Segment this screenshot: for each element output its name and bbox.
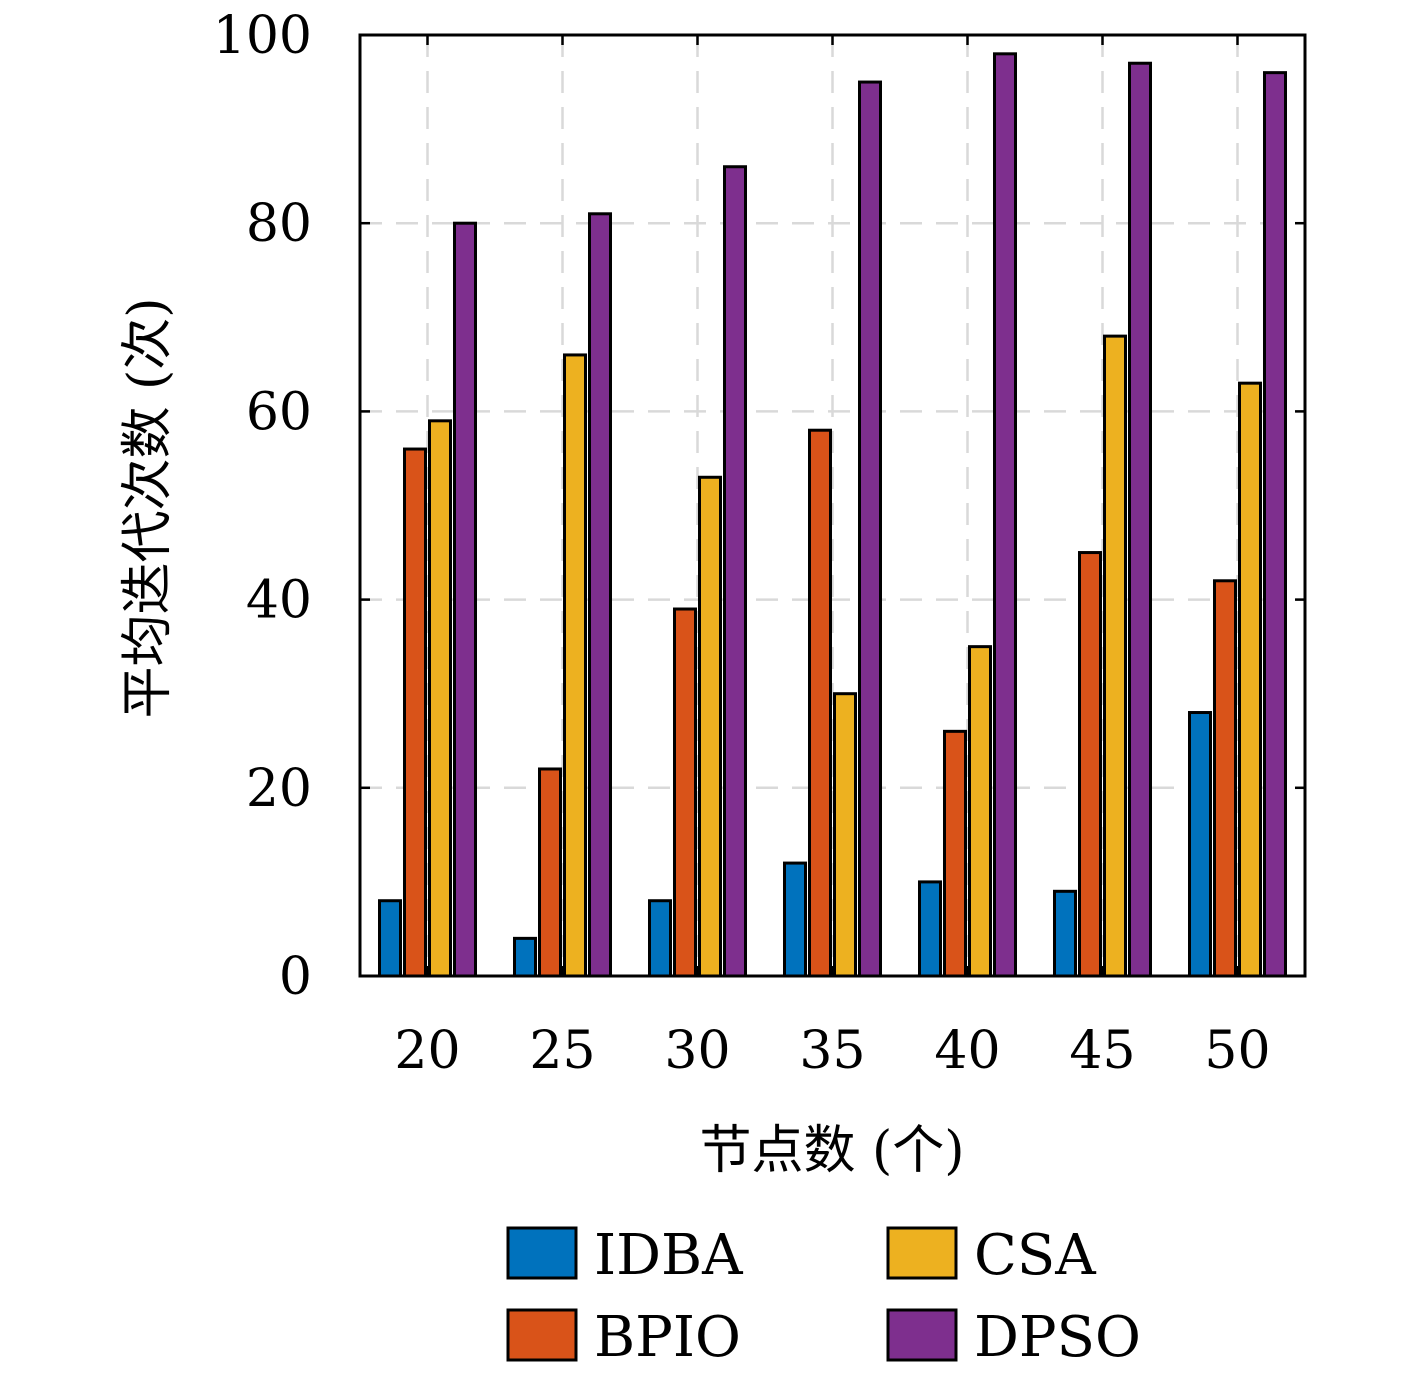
legend-swatch-dpso (886, 1308, 958, 1362)
bar-idba-50 (1188, 711, 1212, 978)
x-tick-label: 35 (799, 1021, 865, 1081)
y-tick-label: 100 (213, 6, 312, 66)
bar-dpso-40 (993, 52, 1017, 978)
bar-csa-25 (563, 353, 587, 978)
bar-idba-35 (783, 861, 807, 978)
bar-bpio-50 (1213, 579, 1237, 978)
bar-csa-30 (698, 475, 722, 978)
legend-label-dpso: DPSO (974, 1305, 1141, 1370)
bar-idba-25 (513, 936, 537, 978)
y-axis-title: 平均迭代次数 (次) (118, 297, 178, 718)
bar-dpso-25 (588, 212, 612, 978)
bar-bpio-30 (673, 607, 697, 978)
bar-bpio-45 (1078, 551, 1102, 978)
legend-label-idba: IDBA (594, 1223, 743, 1288)
bar-idba-30 (648, 899, 672, 978)
y-tick-label: 20 (246, 759, 312, 819)
y-tick-label: 0 (279, 947, 312, 1007)
bar-csa-40 (968, 645, 992, 978)
axes (358, 33, 1307, 978)
legend: IDBA BPIO CSA DPSO (506, 1223, 1141, 1370)
x-tick-label: 30 (664, 1021, 730, 1081)
grid-lines (360, 35, 1305, 976)
bar-bpio-40 (943, 729, 967, 978)
bar-bpio-25 (538, 767, 562, 978)
bar-dpso-50 (1263, 71, 1287, 978)
x-tick-label: 25 (529, 1021, 595, 1081)
legend-label-bpio: BPIO (594, 1305, 741, 1370)
bar-csa-20 (428, 419, 452, 978)
x-tick-label: 45 (1069, 1021, 1135, 1081)
bar-dpso-30 (723, 165, 747, 978)
legend-swatch-idba (506, 1226, 578, 1280)
bar-idba-20 (378, 899, 402, 978)
x-tick-label: 40 (934, 1021, 1000, 1081)
plot-area-border (358, 33, 1307, 978)
bar-idba-40 (918, 880, 942, 978)
x-axis-title: 节点数 (个) (699, 1121, 964, 1181)
bar-bpio-20 (403, 447, 427, 978)
bar-idba-45 (1053, 889, 1077, 978)
x-tick-label: 50 (1204, 1021, 1270, 1081)
x-tick-label: 20 (394, 1021, 460, 1081)
bar-csa-45 (1103, 334, 1127, 978)
bar-bpio-35 (808, 428, 832, 978)
legend-swatch-bpio (506, 1308, 578, 1362)
bar-dpso-35 (858, 80, 882, 978)
bar-dpso-45 (1128, 61, 1152, 978)
y-tick-label: 40 (246, 571, 312, 631)
x-tick-labels: 20 25 30 35 40 45 50 (394, 1021, 1270, 1081)
y-tick-label: 80 (246, 194, 312, 254)
legend-swatch-csa (886, 1226, 958, 1280)
bar-csa-50 (1238, 381, 1262, 978)
bar-csa-35 (833, 692, 857, 978)
bar-dpso-20 (453, 221, 477, 978)
y-tick-labels: 0 20 40 60 80 100 (213, 6, 312, 1007)
bars (378, 52, 1287, 978)
legend-label-csa: CSA (974, 1223, 1096, 1288)
y-tick-label: 60 (246, 382, 312, 442)
